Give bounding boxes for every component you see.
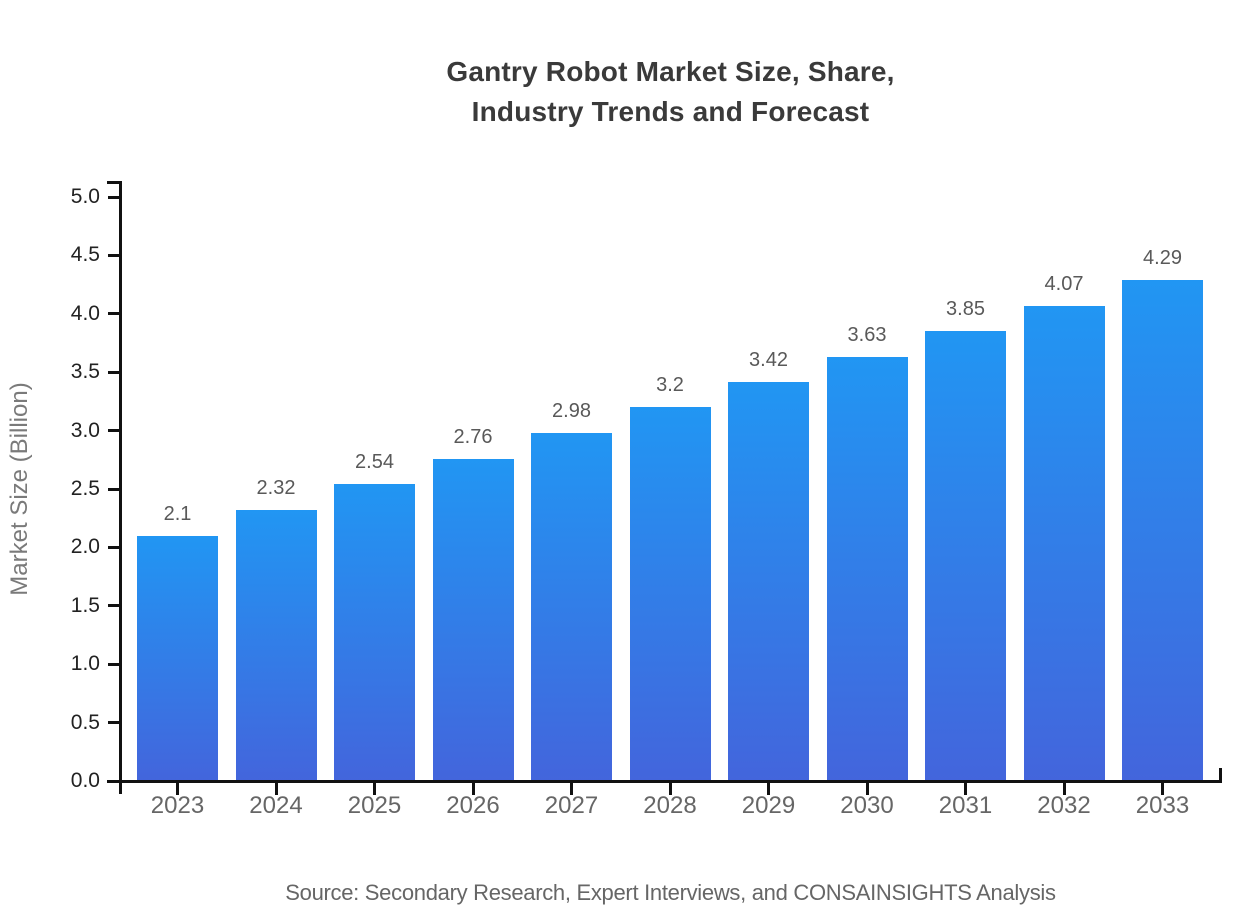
- y-tick: [108, 487, 120, 491]
- bar-2023: [137, 535, 218, 781]
- y-axis-top-cap: [107, 181, 120, 184]
- bar-value-label: 4.29: [1143, 246, 1182, 269]
- bar-value-label: 2.76: [453, 425, 493, 448]
- chart-title-line1: Gantry Robot Market Size, Share,: [446, 56, 895, 87]
- bar-2025: [334, 484, 415, 781]
- y-tick: [108, 195, 120, 199]
- y-tick-label: 0.5: [70, 710, 100, 734]
- x-tick-label: 2033: [1135, 792, 1190, 819]
- y-tick: [108, 253, 120, 257]
- y-tick-label: 4.0: [70, 301, 100, 325]
- x-axis-spine: [107, 780, 1222, 783]
- y-tick-label: 3.0: [70, 418, 100, 442]
- source-caption: Source: Secondary Research, Expert Inter…: [285, 880, 1056, 905]
- y-tick: [108, 662, 120, 666]
- x-axis-right-cap: [1219, 768, 1222, 780]
- x-tick-label: 2028: [643, 792, 697, 819]
- y-tick: [108, 545, 120, 549]
- x-tick: [865, 783, 869, 795]
- x-tick-label: 2032: [1037, 792, 1091, 819]
- bar-value-label: 2.1: [163, 502, 192, 525]
- x-tick-label: 2030: [840, 792, 894, 819]
- bar-value-label: 3.2: [656, 374, 684, 397]
- x-tick-label: 2023: [150, 792, 205, 819]
- x-tick: [373, 783, 376, 795]
- x-tick-label: 2029: [741, 792, 796, 819]
- bar-2029: [728, 381, 809, 781]
- bar-value-label: 2.54: [355, 451, 394, 474]
- bar-value-label: 2.98: [552, 399, 591, 422]
- bar-value-label: 2.32: [256, 477, 296, 500]
- bar-2033: [1122, 279, 1203, 781]
- y-tick-label: 3.5: [70, 360, 100, 384]
- bar-value-label: 3.63: [847, 324, 887, 347]
- x-tick: [1161, 783, 1164, 795]
- y-tick-label: 2.0: [70, 535, 100, 559]
- y-axis-spine: [119, 181, 122, 794]
- chart-title-line2: Industry Trends and Forecast: [471, 96, 870, 127]
- y-tick-label: 5.0: [70, 185, 100, 208]
- bar-2027: [531, 432, 612, 781]
- x-tick-label: 2025: [347, 792, 402, 819]
- y-tick: [108, 721, 120, 725]
- chart-title: Gantry Robot Market Size, Share, Industr…: [120, 52, 1221, 132]
- x-tick: [471, 783, 475, 795]
- x-tick: [274, 783, 278, 795]
- bar-2026: [432, 458, 514, 781]
- y-tick: [108, 312, 120, 316]
- y-tick-label: 2.5: [70, 477, 100, 500]
- bar-2031: [925, 331, 1006, 781]
- x-tick: [767, 783, 770, 795]
- x-tick: [668, 783, 672, 795]
- bar-2024: [235, 510, 317, 781]
- x-tick: [570, 783, 573, 795]
- y-tick-label: 4.5: [70, 243, 100, 267]
- x-tick-label: 2027: [544, 792, 599, 819]
- bar-2032: [1023, 305, 1105, 781]
- x-tick-label: 2026: [446, 792, 500, 819]
- y-tick-label: 0.0: [70, 769, 100, 792]
- bar-value-label: 3.85: [946, 298, 985, 321]
- y-tick: [108, 604, 120, 608]
- x-tick: [176, 783, 179, 795]
- y-tick: [108, 429, 120, 433]
- y-tick: [108, 370, 120, 374]
- bar-value-label: 4.07: [1044, 272, 1084, 295]
- y-tick-label: 1.5: [70, 593, 100, 617]
- x-tick-label: 2024: [249, 792, 303, 819]
- x-tick: [1062, 783, 1066, 795]
- bar-2030: [826, 357, 908, 781]
- y-tick-label: 1.0: [70, 652, 100, 676]
- x-tick: [964, 783, 967, 795]
- bar-value-label: 3.42: [749, 348, 788, 371]
- x-tick-label: 2031: [938, 792, 993, 819]
- bar-2028: [629, 407, 711, 781]
